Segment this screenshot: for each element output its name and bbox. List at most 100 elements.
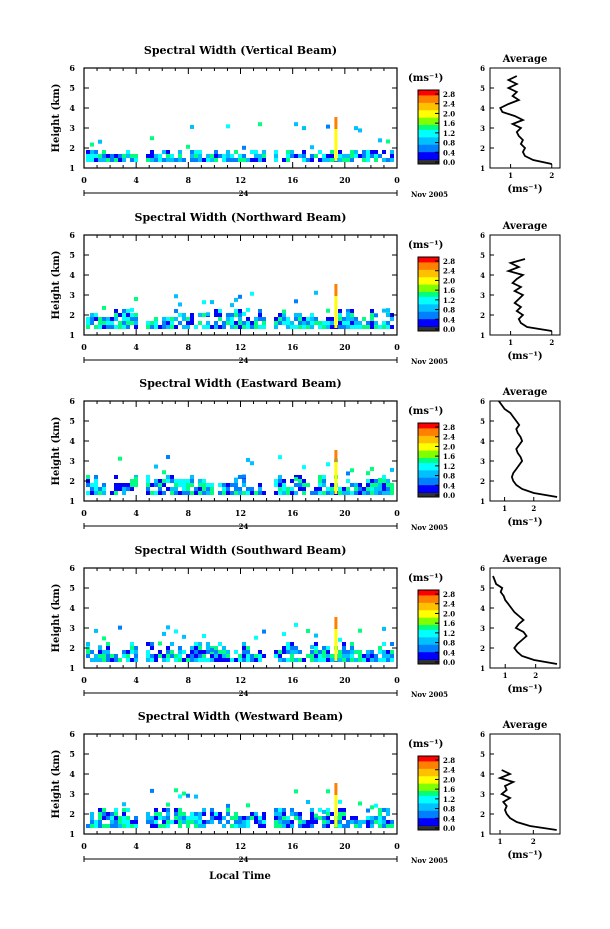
heatmap-cell xyxy=(130,824,134,828)
heatmap-cell xyxy=(182,820,186,824)
heatmap-cell xyxy=(330,483,334,487)
heatmap-cell xyxy=(178,479,182,483)
colorbar-band xyxy=(418,467,439,471)
heatmap-cell xyxy=(314,820,318,824)
average-x-tick-label: 1 xyxy=(503,671,508,680)
colorbar-tick-label: 2.4 xyxy=(443,267,455,276)
heatmap-cell xyxy=(110,154,114,158)
colorbar-band xyxy=(418,291,439,295)
heatmap-cell xyxy=(146,658,150,662)
heatmap-cell xyxy=(238,309,242,313)
heatmap-cell xyxy=(170,475,174,479)
average-profile-line xyxy=(492,575,558,665)
y-tick-label: 4 xyxy=(69,103,75,113)
heatmap-cell xyxy=(114,487,118,491)
heatmap-cell xyxy=(174,654,178,658)
colorbar-band xyxy=(418,783,439,787)
heatmap-cell xyxy=(246,658,250,662)
heatmap-cell xyxy=(326,820,330,824)
heatmap-cell xyxy=(262,154,266,158)
heatmap-cell xyxy=(382,321,386,325)
heatmap-cell xyxy=(126,483,130,487)
heatmap-cell xyxy=(338,820,342,824)
heatmap-cell xyxy=(122,491,126,495)
heatmap-cell xyxy=(274,317,278,321)
colorbar-band xyxy=(418,269,439,273)
heatmap-cell xyxy=(342,816,346,820)
heatmap-cell xyxy=(334,486,338,490)
heatmap-cell xyxy=(222,646,226,650)
heatmap-cell xyxy=(214,325,218,329)
colorbar-band xyxy=(418,131,439,135)
heatmap-cell xyxy=(290,654,294,658)
heatmap-cell xyxy=(370,658,374,662)
heatmap-cell xyxy=(238,317,242,321)
heatmap-cell xyxy=(226,313,230,317)
heatmap-cell xyxy=(210,487,214,491)
heatmap-cell xyxy=(342,487,346,491)
heatmap-cell xyxy=(154,808,158,812)
heatmap-cell xyxy=(182,325,186,329)
heatmap-cell xyxy=(378,491,382,495)
average-x-label: (ms⁻¹) xyxy=(507,184,542,195)
heatmap-cell xyxy=(242,642,246,646)
colorbar-band xyxy=(418,793,439,796)
heatmap-cell xyxy=(198,824,202,828)
colorbar-band xyxy=(418,271,439,275)
heatmap-cell xyxy=(154,464,158,469)
heatmap-cell xyxy=(334,462,338,466)
heatmap-cell xyxy=(154,479,158,483)
colorbar-band xyxy=(418,656,439,660)
heatmap-cell xyxy=(354,650,358,654)
heatmap-cell xyxy=(334,153,338,157)
heatmap-cell xyxy=(342,812,346,816)
heatmap-cell xyxy=(122,317,126,321)
heatmap-cell xyxy=(334,819,338,823)
heatmap-cell xyxy=(370,491,374,495)
colorbar-band xyxy=(418,460,439,463)
heatmap-cell xyxy=(378,477,382,482)
heatmap-cell xyxy=(354,126,358,131)
average-x-tick-label: 1 xyxy=(508,171,513,180)
heatmap-cell xyxy=(106,824,110,828)
heatmap-cell xyxy=(102,812,106,816)
heatmap-cell xyxy=(358,820,362,824)
heatmap-cell xyxy=(370,483,374,487)
colorbar-band xyxy=(418,455,439,459)
heatmap-cell xyxy=(342,808,346,812)
heatmap-cell xyxy=(190,475,194,479)
heatmap-cell xyxy=(334,641,338,645)
heatmap-cell xyxy=(246,650,250,654)
heatmap-cell xyxy=(286,325,290,329)
colorbar-band xyxy=(418,294,439,297)
average-x-tick-label: 2 xyxy=(549,171,554,180)
heatmap-cell xyxy=(122,808,126,812)
heatmap-cell xyxy=(334,284,338,288)
heatmap-cell xyxy=(222,816,226,820)
heatmap-cell xyxy=(106,654,110,658)
colorbar-band xyxy=(418,815,439,819)
colorbar-tick-label: 1.6 xyxy=(443,619,455,628)
heatmap-cell xyxy=(170,487,174,491)
heatmap-cell xyxy=(214,158,218,162)
heatmap-cell xyxy=(110,654,114,658)
heatmap-cell xyxy=(290,491,294,495)
heatmap-cell xyxy=(210,154,214,158)
colorbar-band xyxy=(418,109,439,113)
heatmap-cell xyxy=(102,158,106,162)
heatmap-cell xyxy=(206,312,210,317)
heatmap-cell xyxy=(102,321,106,325)
heatmap-cell xyxy=(282,479,286,483)
heatmap-cell xyxy=(326,808,330,812)
heatmap-cell xyxy=(350,820,354,824)
heatmap-cell xyxy=(354,824,358,828)
heatmap-cell xyxy=(314,321,318,325)
heatmap-cell xyxy=(370,479,374,483)
heatmap-cell xyxy=(262,158,266,162)
colorbar-band xyxy=(418,127,439,130)
heatmap-cell xyxy=(358,658,362,662)
heatmap-cell xyxy=(294,812,298,816)
heatmap-cell xyxy=(326,816,330,820)
average-frame xyxy=(489,567,561,669)
heatmap-cell xyxy=(134,321,138,325)
